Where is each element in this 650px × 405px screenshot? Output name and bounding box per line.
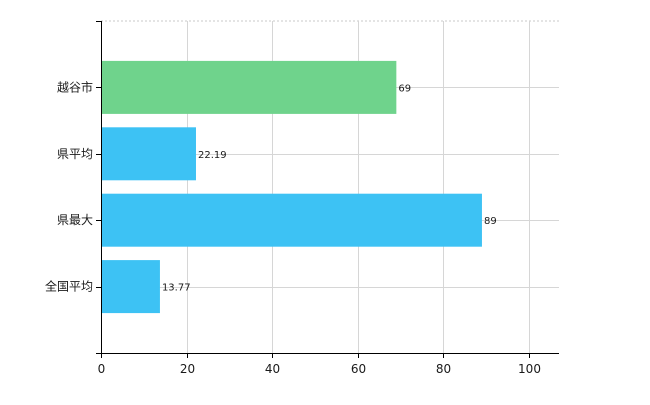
x-tick-label-40: 40	[265, 362, 280, 376]
data-label-2: 22.19	[198, 150, 227, 161]
bar-2	[101, 127, 196, 181]
labels: 69 越谷市 22.19 県平均 89 県最大 13.77 全国平均 0 20 40 60 80 100	[45, 79, 541, 376]
x-tick-label-100: 100	[518, 362, 541, 376]
bars	[101, 60, 482, 314]
x-tick-label-60: 60	[351, 362, 366, 376]
bar-3	[101, 193, 482, 247]
data-label-3: 89	[484, 216, 497, 227]
x-tick-label-80: 80	[436, 362, 451, 376]
x-tick-label-0: 0	[98, 362, 106, 376]
x-tick-label-20: 20	[180, 362, 195, 376]
category-label-4: 全国平均	[45, 279, 93, 294]
bar-1	[101, 60, 397, 114]
data-label-4: 13.77	[162, 283, 191, 294]
category-label-1: 越谷市	[57, 79, 93, 94]
category-label-2: 県平均	[57, 147, 93, 161]
axes	[96, 21, 559, 358]
data-label-1: 69	[398, 83, 411, 94]
bar-4	[101, 260, 160, 314]
category-label-3: 県最大	[57, 213, 93, 227]
